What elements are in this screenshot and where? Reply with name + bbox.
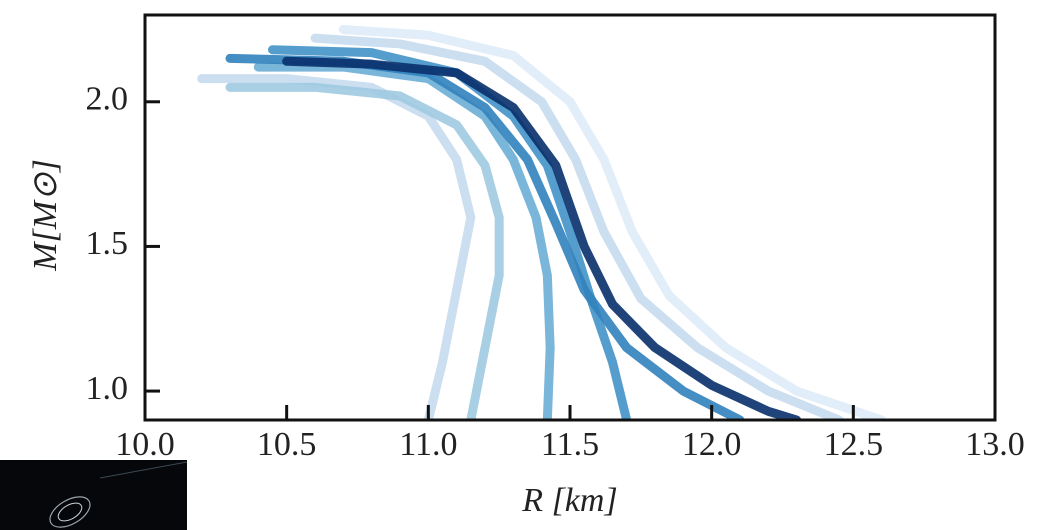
- x-tick-label: 12.5: [824, 426, 884, 463]
- x-tick-label: 10.0: [115, 426, 175, 463]
- mr-curve: [310, 33, 844, 420]
- thumbnail: [0, 460, 188, 530]
- mr-curve: [268, 45, 632, 420]
- mr-curve: [225, 82, 504, 420]
- x-tick-label: 12.0: [682, 426, 742, 463]
- mr-curve: [197, 74, 476, 420]
- mr-curve: [253, 62, 555, 420]
- x-tick-label: 10.5: [257, 426, 317, 463]
- x-tick-label: 13.0: [965, 426, 1025, 463]
- x-tick-label: 11.5: [541, 426, 599, 463]
- mr-curve: [282, 56, 802, 420]
- y-axis-label: M[M⊙]: [27, 159, 64, 272]
- y-tick-label: 1.5: [86, 225, 129, 262]
- x-tick-label: 11.0: [399, 426, 457, 463]
- curves: [197, 24, 887, 420]
- y-tick-label: 2.0: [86, 81, 129, 118]
- y-tick-label: 1.0: [86, 370, 129, 407]
- mr-curve: [338, 24, 887, 420]
- x-axis-label: R [km]: [521, 482, 617, 519]
